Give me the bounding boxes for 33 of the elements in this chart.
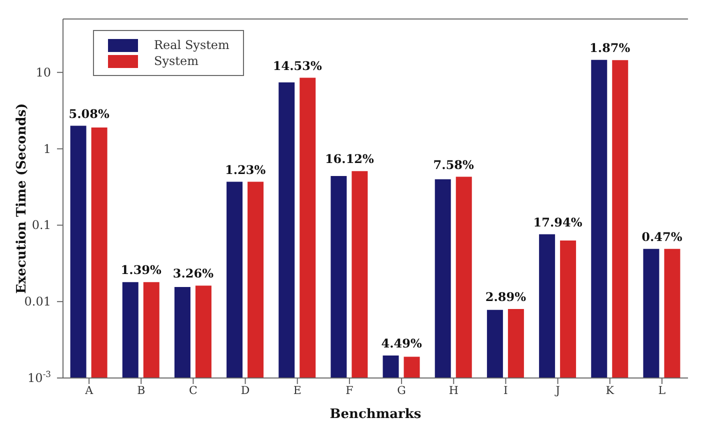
y-tick-label: 1 bbox=[43, 142, 51, 156]
annotation: 1.87% bbox=[590, 40, 631, 55]
annotation: 0.47% bbox=[642, 230, 683, 244]
annotation: 14.53% bbox=[272, 58, 322, 73]
x-tick-label: B bbox=[137, 384, 146, 397]
annotation: 1.23% bbox=[224, 162, 266, 177]
x-tick-label: I bbox=[504, 384, 508, 397]
y-tick-label: 0.01 bbox=[24, 294, 51, 309]
y-tick-label: 0.1 bbox=[32, 218, 51, 232]
annotation: 2.89% bbox=[485, 290, 527, 304]
x-tick-label: K bbox=[606, 384, 615, 397]
annotation: 5.08% bbox=[68, 106, 110, 121]
x-axis-title: Benchmarks bbox=[330, 407, 422, 422]
annotation: 7.58% bbox=[433, 158, 475, 172]
annotation: 4.49% bbox=[381, 336, 422, 351]
y-axis-title: Execution Time (Seconds) bbox=[14, 103, 30, 294]
x-tick-label: J bbox=[554, 384, 560, 397]
annotation: 16.12% bbox=[324, 152, 375, 166]
legend-label: Real System bbox=[154, 37, 230, 53]
x-tick-label: G bbox=[397, 384, 406, 397]
x-tick-label: C bbox=[188, 384, 198, 397]
annotation: 1.39% bbox=[120, 263, 162, 278]
y-tick-label: 10 bbox=[36, 65, 51, 80]
legend-label: System bbox=[154, 53, 198, 69]
x-tick-label: F bbox=[346, 384, 354, 397]
x-tick-label: A bbox=[84, 384, 94, 397]
x-tick-label: L bbox=[658, 384, 666, 397]
y-tick-label: 10$^{-3}$ bbox=[28, 369, 51, 385]
x-tick-label: D bbox=[240, 384, 250, 397]
x-tick-label: E bbox=[293, 384, 302, 397]
x-tick-label: H bbox=[448, 384, 458, 397]
annotation: 17.94% bbox=[533, 215, 583, 230]
annotation: 3.26% bbox=[172, 266, 214, 281]
